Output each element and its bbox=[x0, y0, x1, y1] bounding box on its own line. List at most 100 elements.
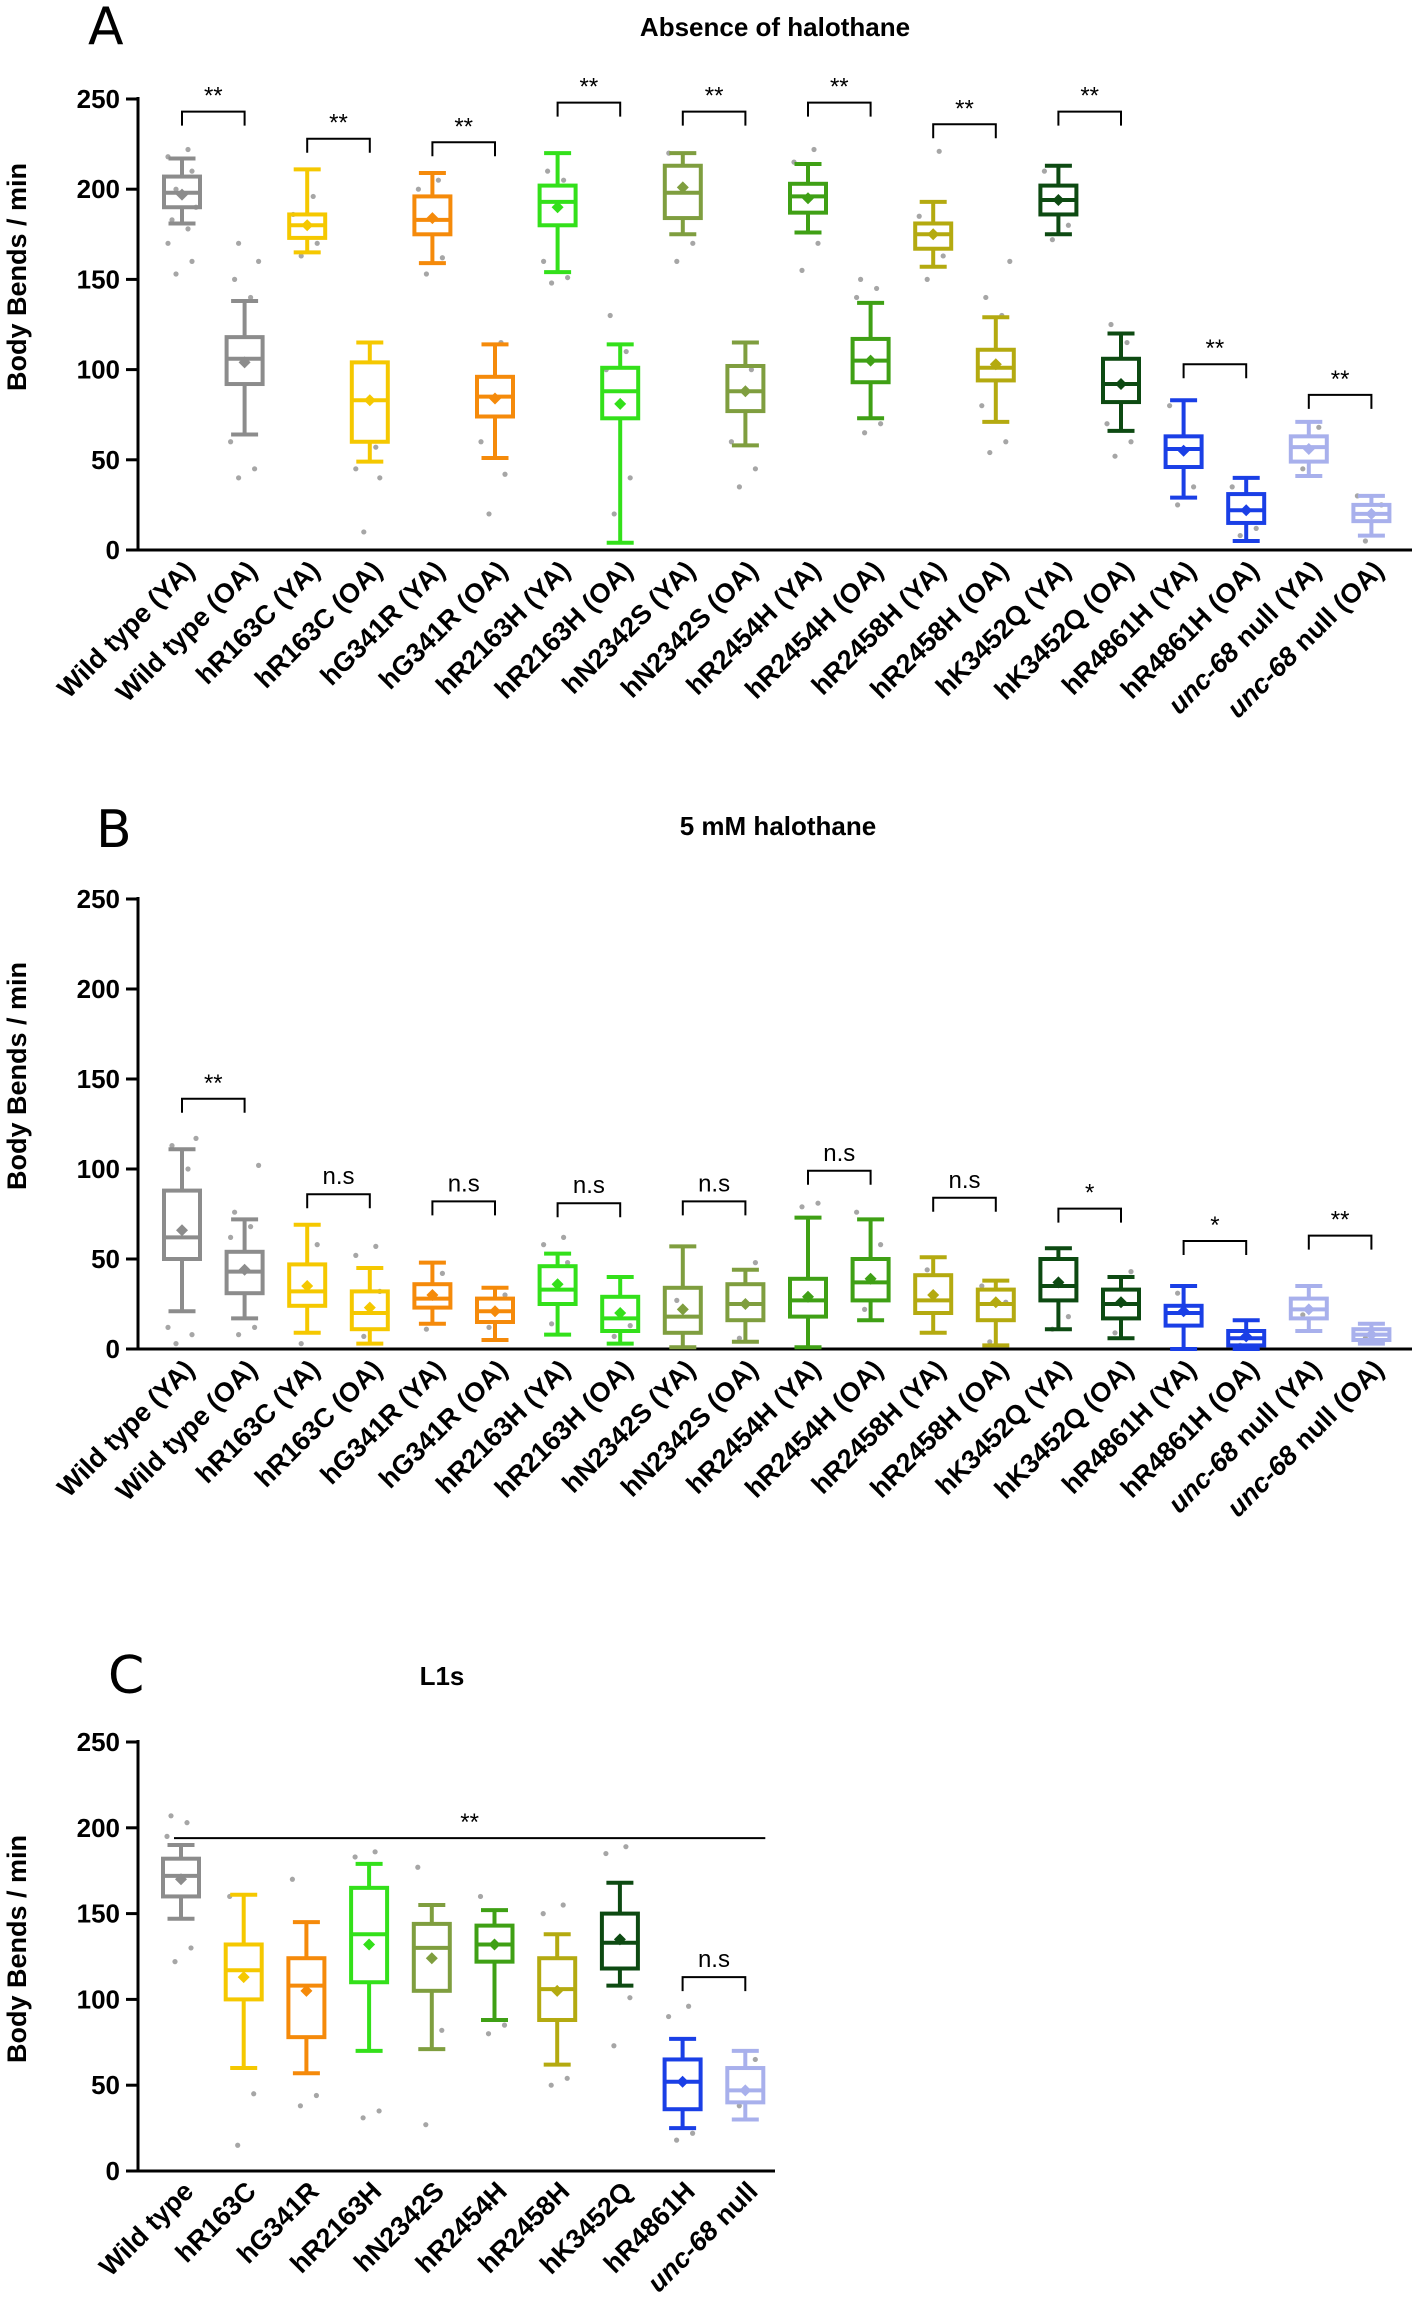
data-point bbox=[858, 276, 864, 282]
data-point bbox=[361, 529, 367, 535]
y-axis-label-a: Body Bends / min bbox=[2, 163, 32, 391]
y-tick-label-b-50: 50 bbox=[91, 1244, 120, 1274]
data-point bbox=[1128, 1269, 1134, 1275]
data-point bbox=[799, 267, 805, 273]
significance-label: ** bbox=[1206, 335, 1225, 362]
data-point bbox=[862, 430, 868, 436]
box-b-2 bbox=[287, 1222, 328, 1347]
data-point bbox=[168, 1813, 174, 1819]
significance-bracket bbox=[181, 110, 246, 126]
data-point bbox=[611, 1333, 617, 1339]
data-point bbox=[1237, 532, 1243, 539]
mean-marker bbox=[1240, 1330, 1253, 1343]
data-point bbox=[256, 1162, 262, 1168]
data-point bbox=[235, 2142, 241, 2148]
box-b-12 bbox=[913, 1255, 954, 1335]
significance-label: n.s bbox=[698, 1946, 730, 1973]
data-point bbox=[854, 1209, 860, 1215]
data-point bbox=[1316, 424, 1322, 430]
data-point bbox=[439, 1270, 445, 1276]
data-point bbox=[236, 475, 242, 481]
data-point bbox=[674, 258, 680, 264]
data-point bbox=[1175, 1290, 1181, 1296]
significance-bracket bbox=[932, 1196, 997, 1212]
mean-marker bbox=[1052, 194, 1065, 207]
significance-label: ** bbox=[204, 83, 223, 110]
box-a-19 bbox=[1351, 493, 1392, 544]
box-a-17 bbox=[1226, 475, 1267, 543]
data-point bbox=[940, 253, 946, 259]
category-label-c-0: Wild type bbox=[93, 2176, 199, 2282]
mean-marker bbox=[488, 1938, 501, 1951]
significance-bracket bbox=[1057, 110, 1122, 126]
data-point bbox=[560, 1902, 566, 1908]
mean-marker bbox=[1365, 507, 1378, 520]
significance-label: ** bbox=[454, 113, 473, 140]
data-point bbox=[545, 168, 551, 174]
data-point bbox=[815, 240, 821, 246]
significance-label: ** bbox=[1080, 83, 1099, 110]
mean-marker bbox=[1177, 1305, 1190, 1318]
y-tick-label-b-0: 0 bbox=[106, 1334, 120, 1364]
y-tick-label-c-0: 0 bbox=[106, 2156, 120, 2186]
box-b-16 bbox=[1163, 1284, 1204, 1351]
significance-bracket bbox=[556, 101, 622, 117]
box-a-0 bbox=[162, 146, 202, 277]
significance-bracket bbox=[807, 1169, 872, 1185]
data-point bbox=[185, 226, 191, 232]
data-point bbox=[314, 240, 320, 246]
mean-marker bbox=[238, 356, 251, 369]
mean-marker bbox=[426, 212, 439, 225]
mean-marker bbox=[1365, 1328, 1378, 1341]
mean-marker bbox=[802, 1290, 814, 1303]
box-c-3 bbox=[349, 1849, 390, 2121]
significance-label: n.s bbox=[698, 1170, 730, 1197]
data-point bbox=[561, 1234, 567, 1240]
significance-bracket bbox=[306, 137, 371, 153]
significance-label: ** bbox=[329, 110, 348, 137]
data-point bbox=[987, 1339, 993, 1345]
iqr-box bbox=[1163, 434, 1204, 470]
data-point bbox=[979, 1283, 985, 1289]
data-point bbox=[686, 2003, 692, 2009]
box-b-18 bbox=[1288, 1284, 1329, 1333]
iqr-box bbox=[411, 1921, 452, 1993]
data-point bbox=[185, 1166, 191, 1172]
mean-marker bbox=[1177, 444, 1190, 457]
significance-b-0: ** bbox=[181, 1070, 246, 1113]
mean-marker bbox=[425, 1952, 438, 1965]
data-point bbox=[486, 1324, 492, 1330]
mean-marker bbox=[426, 1289, 439, 1301]
iqr-box bbox=[412, 1282, 453, 1310]
data-point bbox=[549, 280, 555, 286]
data-point bbox=[502, 1292, 508, 1298]
data-point bbox=[298, 1341, 304, 1347]
data-point bbox=[189, 1332, 195, 1338]
significance-b-1: n.s bbox=[306, 1163, 371, 1209]
mean-marker bbox=[1115, 1296, 1127, 1309]
mean-marker bbox=[489, 1305, 501, 1318]
y-tick-label-b-200: 200 bbox=[77, 974, 120, 1004]
box-b-17 bbox=[1226, 1318, 1267, 1351]
box-c-5 bbox=[474, 1893, 515, 2037]
data-point bbox=[353, 1252, 359, 1258]
box-a-8 bbox=[662, 150, 703, 264]
mean-marker bbox=[363, 1301, 376, 1314]
mean-marker bbox=[676, 1303, 689, 1316]
mean-marker bbox=[363, 394, 376, 407]
data-point bbox=[169, 1143, 175, 1149]
significance-b-7: * bbox=[1057, 1180, 1122, 1223]
data-point bbox=[501, 2022, 508, 2028]
iqr-box bbox=[725, 2066, 766, 2105]
data-point bbox=[541, 1242, 547, 1248]
panel-letter-a: A bbox=[88, 0, 124, 57]
data-point bbox=[623, 348, 629, 355]
box-b-10 bbox=[788, 1200, 828, 1350]
mean-marker bbox=[176, 1224, 188, 1237]
data-point bbox=[173, 271, 179, 277]
data-point bbox=[874, 285, 880, 292]
significance-label: * bbox=[1210, 1212, 1219, 1239]
box-a-5 bbox=[475, 339, 515, 517]
box-b-9 bbox=[725, 1260, 766, 1344]
significance-bracket bbox=[556, 1202, 622, 1218]
